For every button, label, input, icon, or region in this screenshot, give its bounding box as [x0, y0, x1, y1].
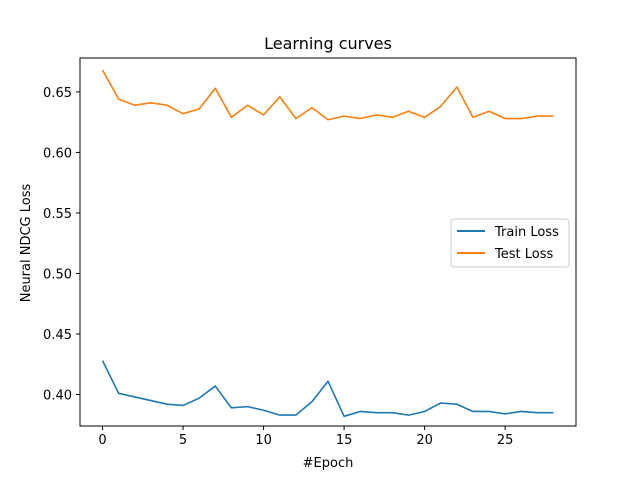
x-axis-ticks: 0 5 10 15 20 25: [98, 426, 513, 448]
x-tick-label: 25: [497, 433, 514, 448]
y-tick-label: 0.45: [43, 328, 72, 343]
y-tick-label: 0.55: [43, 207, 72, 222]
y-tick-label: 0.60: [43, 146, 72, 161]
series-line-train-loss: [101, 360, 554, 418]
x-tick-label: 10: [255, 433, 272, 448]
legend-label: Test Loss: [494, 247, 553, 262]
y-axis-ticks: 0.40 0.45 0.50 0.55 0.60 0.65: [43, 86, 80, 404]
series-line-test-loss: [101, 69, 554, 121]
plot-lines: [101, 69, 554, 418]
legend-label: Train Loss: [494, 225, 559, 240]
y-axis-label: Neural NDCG Loss: [19, 184, 34, 303]
y-tick-label: 0.65: [43, 86, 72, 101]
x-tick-label: 0: [98, 433, 106, 448]
x-tick-label: 20: [416, 433, 433, 448]
legend: Train Loss Test Loss: [450, 218, 570, 268]
y-tick-label: 0.50: [43, 267, 72, 282]
x-tick-label: 5: [179, 433, 187, 448]
y-tick-label: 0.40: [43, 389, 72, 404]
x-axis-label: #Epoch: [303, 456, 354, 471]
x-tick-label: 15: [336, 433, 353, 448]
chart-title: Learning curves: [264, 34, 392, 53]
plot-frame: [79, 57, 577, 427]
